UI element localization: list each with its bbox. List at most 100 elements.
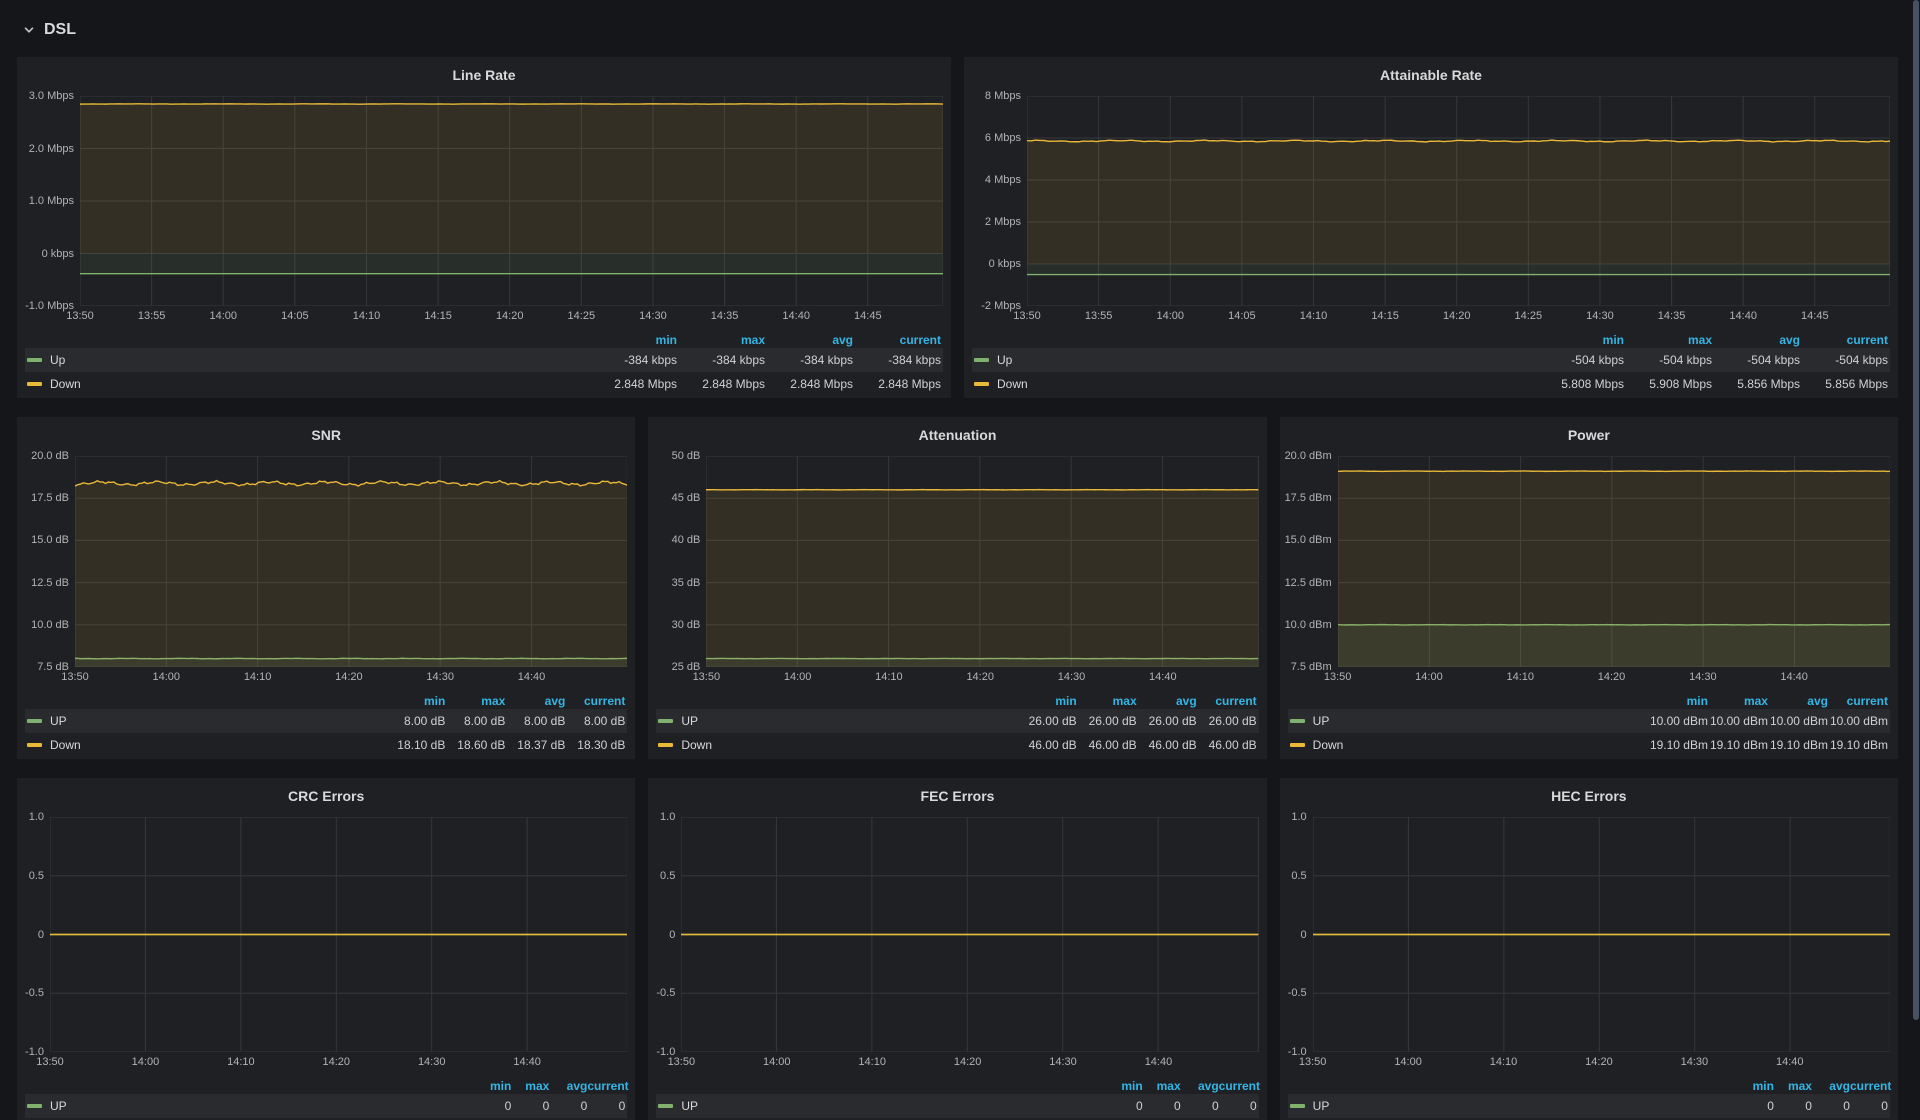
panel-title[interactable]: HEC Errors — [1288, 783, 1890, 809]
legend-series-toggle[interactable]: UP — [27, 714, 67, 728]
legend-stat-avg: 19.10 dBm — [1768, 738, 1828, 752]
legend-col-current[interactable]: current — [565, 694, 625, 708]
legend-series-toggle[interactable]: Up — [27, 353, 65, 367]
chart-plot-attenuation[interactable] — [706, 456, 1258, 667]
panel-title[interactable]: FEC Errors — [656, 783, 1258, 809]
legend-col-max[interactable]: max — [1077, 694, 1137, 708]
legend-col-current[interactable]: current — [1850, 1079, 1888, 1093]
y-axis-label: 2.0 Mbps — [29, 143, 74, 155]
legend-col-current[interactable]: current — [1828, 694, 1888, 708]
legend-col-max[interactable]: max — [677, 333, 765, 347]
x-axis-label: 14:25 — [1515, 310, 1543, 322]
panel-title[interactable]: SNR — [25, 422, 627, 448]
legend-series-toggle[interactable]: Down — [658, 738, 712, 752]
legend-series-toggle[interactable]: Down — [27, 377, 81, 391]
legend-col-max[interactable]: max — [1143, 1079, 1181, 1093]
series-line-down — [1338, 471, 1890, 472]
y-axis-label: 1.0 — [29, 811, 44, 823]
legend-row-up: Up-384 kbps-384 kbps-384 kbps-384 kbps — [25, 348, 943, 372]
legend-col-min[interactable]: min — [1736, 1079, 1774, 1093]
chevron-down-icon — [22, 23, 36, 37]
legend-stat-min: -384 kbps — [589, 353, 677, 367]
panel-title[interactable]: Power — [1288, 422, 1890, 448]
y-axis-label: 0.5 — [660, 870, 675, 882]
legend-series-toggle[interactable]: Down — [1290, 738, 1344, 752]
legend-col-current[interactable]: current — [587, 1079, 625, 1093]
y-axis-label: 3.0 Mbps — [29, 90, 74, 102]
legend-col-min[interactable]: min — [1017, 694, 1077, 708]
legend-series-toggle[interactable]: Up — [974, 353, 1012, 367]
panel-title[interactable]: Line Rate — [25, 62, 943, 88]
legend-stat-max: -384 kbps — [677, 353, 765, 367]
legend-col-max[interactable]: max — [1708, 694, 1768, 708]
x-axis-label: 14:05 — [1228, 310, 1256, 322]
legend-col-max[interactable]: max — [445, 694, 505, 708]
section-header-dsl[interactable]: DSL — [0, 12, 1920, 48]
legend-col-min[interactable]: min — [1105, 1079, 1143, 1093]
y-axis-label: 0 kbps — [989, 258, 1021, 270]
scrollbar-thumb[interactable] — [1913, 0, 1919, 1020]
chart-plot-snr[interactable] — [75, 456, 627, 667]
panel-title[interactable]: Attainable Rate — [972, 62, 1890, 88]
chart-plot-power[interactable] — [1338, 456, 1890, 667]
legend-col-max[interactable]: max — [1624, 333, 1712, 347]
legend-col-current[interactable]: current — [853, 333, 941, 347]
chart-plot-fec-errors[interactable] — [681, 817, 1258, 1052]
legend-col-avg[interactable]: avg — [1712, 333, 1800, 347]
legend-stat-current: 0 — [1219, 1099, 1257, 1113]
y-axis-label: 15.0 dBm — [1285, 534, 1332, 546]
legend-stat-max: 46.00 dB — [1077, 738, 1137, 752]
legend-col-avg[interactable]: avg — [505, 694, 565, 708]
legend-col-current[interactable]: current — [1800, 333, 1888, 347]
legend-series-toggle[interactable]: Down — [27, 738, 81, 752]
legend-col-min[interactable]: min — [385, 694, 445, 708]
x-axis-label: 14:10 — [858, 1056, 886, 1068]
chart-plot-line-rate[interactable] — [80, 96, 943, 306]
legend-col-current[interactable]: current — [1219, 1079, 1257, 1093]
x-axis-label: 14:20 — [496, 310, 524, 322]
legend-series-toggle[interactable]: UP — [27, 1099, 67, 1113]
chart-plot-crc-errors[interactable] — [50, 817, 627, 1052]
x-axis-label: 14:40 — [1776, 1056, 1804, 1068]
legend-col-avg[interactable]: avg — [1181, 1079, 1219, 1093]
legend-col-avg[interactable]: avg — [549, 1079, 587, 1093]
legend-series-toggle[interactable]: UP — [658, 714, 698, 728]
chart-plot-hec-errors[interactable] — [1313, 817, 1890, 1052]
legend-col-min[interactable]: min — [1536, 333, 1624, 347]
legend-col-avg[interactable]: avg — [1768, 694, 1828, 708]
legend-stat-max: 5.908 Mbps — [1624, 377, 1712, 391]
x-axis-label: 14:00 — [153, 671, 181, 683]
panel-title[interactable]: CRC Errors — [25, 783, 627, 809]
y-axis-label: 17.5 dB — [31, 492, 69, 504]
legend-series-label: UP — [1313, 714, 1330, 728]
scrollbar[interactable] — [1912, 0, 1920, 1080]
chart-plot-attainable-rate[interactable] — [1027, 96, 1890, 306]
x-axis-label: 14:35 — [1658, 310, 1686, 322]
x-axis-label: 14:20 — [1598, 671, 1626, 683]
legend-col-min[interactable]: min — [589, 333, 677, 347]
legend-series-toggle[interactable]: UP — [658, 1099, 698, 1113]
panel-title[interactable]: Attenuation — [656, 422, 1258, 448]
legend-col-min[interactable]: min — [473, 1079, 511, 1093]
legend-col-max[interactable]: max — [511, 1079, 549, 1093]
legend-stat-current: 26.00 dB — [1197, 714, 1257, 728]
legend-col-current[interactable]: current — [1197, 694, 1257, 708]
legend-col-max[interactable]: max — [1774, 1079, 1812, 1093]
legend-series-toggle[interactable]: UP — [1290, 1099, 1330, 1113]
legend-stat-min: -504 kbps — [1536, 353, 1624, 367]
x-axis-label: 14:10 — [244, 671, 272, 683]
legend-series-toggle[interactable]: Down — [974, 377, 1028, 391]
legend-col-min[interactable]: min — [1648, 694, 1708, 708]
legend-col-avg[interactable]: avg — [1137, 694, 1197, 708]
legend-col-avg[interactable]: avg — [765, 333, 853, 347]
legend-col-avg[interactable]: avg — [1812, 1079, 1850, 1093]
x-axis-label: 14:20 — [335, 671, 363, 683]
legend-series-toggle[interactable]: UP — [1290, 714, 1330, 728]
